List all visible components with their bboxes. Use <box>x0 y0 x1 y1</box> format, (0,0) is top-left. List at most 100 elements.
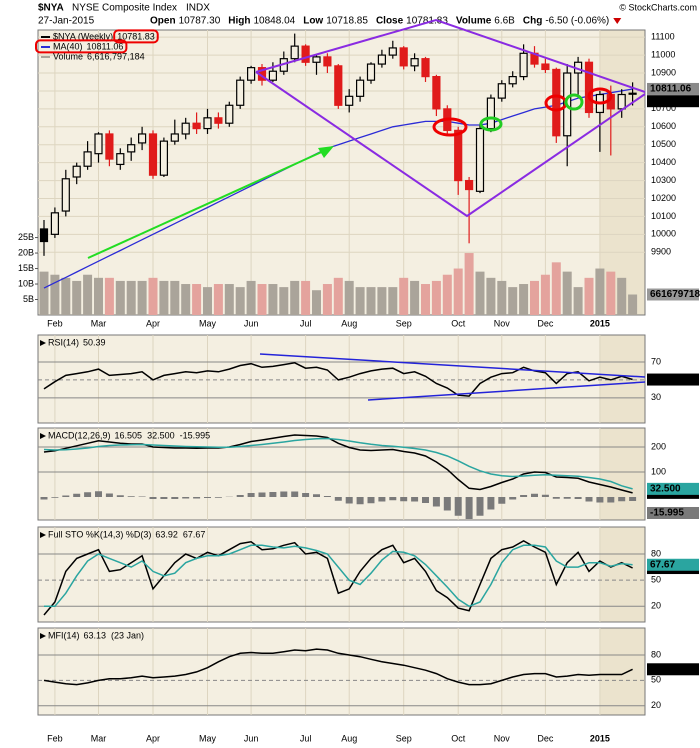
candle-body <box>617 93 626 110</box>
volume-bar <box>366 287 376 315</box>
candle-body <box>508 76 517 85</box>
quote-label: High <box>228 16 250 27</box>
candle-body <box>116 153 125 166</box>
histogram-bar <box>476 497 484 516</box>
down-triangle <box>613 18 622 24</box>
histogram-bar <box>389 497 397 501</box>
quote-value: 10848.04 <box>254 16 296 27</box>
y-tick-label: 50 <box>651 575 661 585</box>
y-tick-label: 9900 <box>651 247 671 257</box>
y-tick-label: 10300 <box>651 175 676 185</box>
histogram-bar <box>182 497 190 499</box>
y-tick-label: 80 <box>651 548 661 558</box>
arrow-line <box>87 149 327 259</box>
y-tick-label: 80 <box>651 649 661 659</box>
candle-body <box>497 83 506 99</box>
volume-bar <box>181 284 191 315</box>
candle-body <box>323 56 332 67</box>
volume-bar <box>573 287 583 315</box>
legend-value: 63.13 <box>84 630 107 640</box>
x-tick-label: Dec <box>537 318 554 328</box>
candle-body <box>268 70 277 81</box>
volume-bar <box>224 284 234 315</box>
candle-body <box>247 67 256 81</box>
histogram-bar <box>62 495 70 497</box>
moving-average <box>43 88 633 289</box>
x-tick-label: Oct <box>451 318 466 328</box>
x-tick-label: Jun <box>244 733 259 743</box>
value-flag <box>647 663 699 676</box>
volume-tick-label: 10B <box>18 278 34 288</box>
volume-bar <box>442 274 452 315</box>
volume-bar <box>235 287 245 315</box>
highlight <box>432 117 468 137</box>
histogram-bar <box>40 497 48 500</box>
histogram-bar <box>400 497 408 502</box>
quote-value: 10781.83 <box>406 16 448 27</box>
index-name: NYSE Composite Index <box>72 3 177 14</box>
volume-bar <box>508 287 518 315</box>
histogram-bar <box>105 493 113 497</box>
indicator-line <box>44 544 633 608</box>
candle-body <box>345 95 354 106</box>
value-flag-label: 63.13 <box>650 664 675 675</box>
volume-bar <box>268 284 278 315</box>
y-tick-label: 10700 <box>651 103 676 113</box>
histogram-bar <box>563 497 571 499</box>
legend-marker <box>40 532 46 538</box>
histogram-bar <box>138 496 146 497</box>
candle-body <box>388 47 397 56</box>
volume-bar <box>50 274 60 315</box>
candle-body <box>541 63 550 71</box>
histogram-bar <box>454 497 462 516</box>
volume-bar <box>595 268 605 315</box>
candle-body <box>312 56 321 63</box>
volume-bar <box>464 253 474 315</box>
volume-bar <box>431 280 441 315</box>
quote-label: Open <box>150 16 176 27</box>
histogram-bar <box>422 497 429 503</box>
volume-bar <box>551 262 561 315</box>
histogram-bar <box>280 491 288 497</box>
candle-body <box>421 58 430 78</box>
legend-note: (23 Jan) <box>111 630 144 640</box>
value-flag <box>647 82 699 95</box>
copyright: © StockCharts.com <box>619 2 697 12</box>
histogram-bar <box>574 497 582 499</box>
histogram-bar <box>607 497 615 503</box>
panel-background <box>37 427 646 521</box>
y-tick-label: 10000 <box>651 229 676 239</box>
histogram-bar <box>258 492 266 497</box>
y-tick-label: 10900 <box>651 67 676 77</box>
x-tick-label: Aug <box>341 318 357 328</box>
histogram-bar <box>127 496 135 497</box>
volume-bar <box>606 271 616 315</box>
x-tick-label: Apr <box>146 318 160 328</box>
histogram-bar <box>541 494 549 497</box>
volume-bar <box>279 287 289 315</box>
legend-value: 50.39 <box>83 337 106 347</box>
value-flag <box>647 373 699 386</box>
volume-bar <box>94 277 103 315</box>
volume-bar <box>377 287 387 315</box>
candle-body <box>39 228 49 243</box>
x-tick-label: May <box>199 733 217 743</box>
quote-label: Close <box>376 16 404 27</box>
indicator-line <box>43 648 633 686</box>
candle-body <box>94 133 103 155</box>
value-flag-label: 67.67 <box>650 559 675 570</box>
volume-bar <box>344 280 354 315</box>
x-tick-label: Feb <box>47 733 63 743</box>
legend-name: MA(40) <box>53 41 83 51</box>
y-tick-label: 50 <box>651 675 661 685</box>
candle-body <box>486 97 495 130</box>
x-tick-label: Dec <box>537 733 554 743</box>
volume-bar <box>388 287 398 315</box>
y-tick-label: 100 <box>651 466 666 476</box>
x-tick-label: Aug <box>341 733 357 743</box>
candle-body <box>410 58 419 67</box>
date: 27-Jan-2015 <box>38 16 95 27</box>
candle-body <box>192 122 201 130</box>
volume-bar <box>399 277 409 315</box>
candle-body <box>225 104 234 124</box>
